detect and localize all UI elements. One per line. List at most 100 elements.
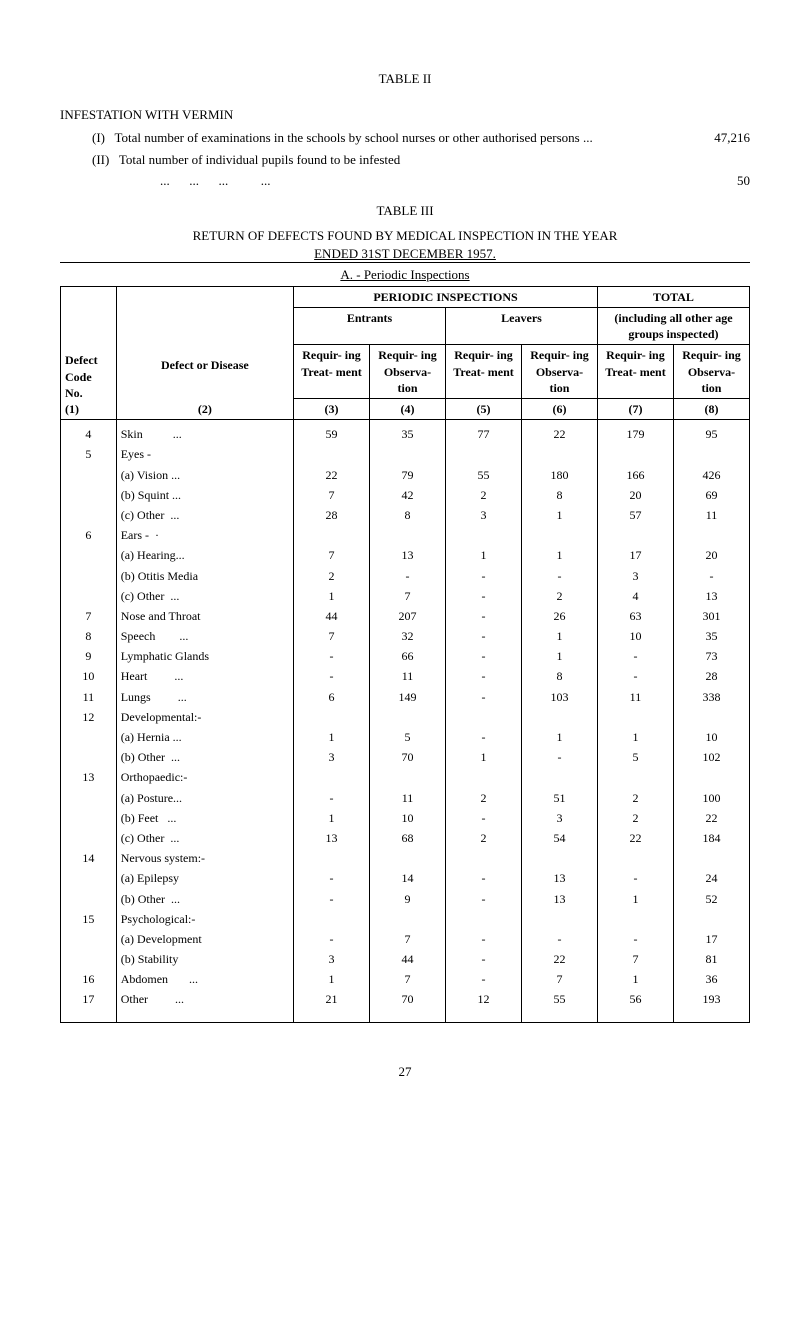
cell-c3: [294, 525, 370, 545]
item-ii-dots-row: ... ... ... ... 50: [60, 172, 750, 190]
cell-c7: [597, 525, 673, 545]
cell-c8: 28: [673, 666, 749, 686]
hdr-n8: (8): [673, 399, 749, 420]
cell-c7: 179: [597, 420, 673, 445]
hdr-c6: Requir- ingObserva- tion: [521, 345, 597, 399]
cell-c6: [521, 909, 597, 929]
cell-c5: -: [446, 586, 522, 606]
cell-c4: -: [370, 566, 446, 586]
cell-c4: 207: [370, 606, 446, 626]
cell-c6: -: [521, 566, 597, 586]
cell-c7: 63: [597, 606, 673, 626]
table-row: (a) Posture...-112512100: [61, 788, 750, 808]
cell-code: [61, 566, 117, 586]
cell-c6: [521, 444, 597, 464]
cell-code: 8: [61, 626, 117, 646]
cell-c7: 10: [597, 626, 673, 646]
cell-c5: 77: [446, 420, 522, 445]
cell-defect: (b) Stability: [116, 949, 293, 969]
table-row: (b) Otitis Media2---3-: [61, 566, 750, 586]
cell-c7: -: [597, 868, 673, 888]
cell-c7: 166: [597, 465, 673, 485]
cell-code: [61, 868, 117, 888]
cell-c7: [597, 909, 673, 929]
cell-defect: (a) Hernia ...: [116, 727, 293, 747]
cell-c3: 7: [294, 626, 370, 646]
hdr-c8: Requir- ingObserva- tion: [673, 345, 749, 399]
cell-defect: Nervous system:-: [116, 848, 293, 868]
cell-c5: 1: [446, 545, 522, 565]
item-ii-label: (II): [92, 152, 109, 167]
cell-defect: (a) Development: [116, 929, 293, 949]
cell-c5: 3: [446, 505, 522, 525]
infestation-heading: INFESTATION WITH VERMIN: [60, 106, 750, 124]
cell-c8: 69: [673, 485, 749, 505]
cell-defect: (b) Other ...: [116, 747, 293, 767]
cell-c8: 95: [673, 420, 749, 445]
divider: [60, 262, 750, 263]
table-row: 11Lungs ...6149-10311338: [61, 687, 750, 707]
cell-code: [61, 727, 117, 747]
cell-c3: 3: [294, 949, 370, 969]
table-row: (c) Other ...17-2413: [61, 586, 750, 606]
item-ii-dots: ... ... ... ...: [160, 172, 670, 190]
cell-c8: 24: [673, 868, 749, 888]
cell-c7: 1: [597, 889, 673, 909]
hdr-c3: Requir- ingTreat- ment: [294, 345, 370, 399]
cell-defect: Lungs ...: [116, 687, 293, 707]
table-row: 14Nervous system:-: [61, 848, 750, 868]
cell-defect: Orthopaedic:-: [116, 767, 293, 787]
cell-defect: (a) Epilepsy: [116, 868, 293, 888]
cell-c8: [673, 444, 749, 464]
defects-table: Defect Code No. (1) Defect or Disease (2…: [60, 286, 750, 1023]
cell-c5: [446, 707, 522, 727]
cell-c7: 3: [597, 566, 673, 586]
cell-c3: [294, 444, 370, 464]
return-heading-line2: ENDED 31ST DECEMBER 1957.: [60, 245, 750, 263]
cell-c6: 1: [521, 505, 597, 525]
cell-code: [61, 586, 117, 606]
hdr-n7: (7): [597, 399, 673, 420]
cell-c7: 20: [597, 485, 673, 505]
table-body: 4Skin ...59357722179955Eyes -(a) Vision …: [61, 420, 750, 1022]
item-i-label: (I): [92, 130, 105, 145]
table-row: (b) Stability344-22781: [61, 949, 750, 969]
hdr-c4: Requir- ingObserva- tion: [370, 345, 446, 399]
table-row: (a) Vision ...227955180166426: [61, 465, 750, 485]
cell-defect: (b) Otitis Media: [116, 566, 293, 586]
hdr-defect-code: Defect Code No. (1): [61, 286, 117, 419]
cell-code: [61, 929, 117, 949]
hdr-including: (including all other age groups inspecte…: [597, 308, 749, 345]
table-row: 16Abdomen ...17-7136: [61, 969, 750, 989]
cell-c5: -: [446, 889, 522, 909]
cell-c7: 2: [597, 808, 673, 828]
item-ii: (II) Total number of individual pupils f…: [80, 151, 750, 169]
cell-c4: 10: [370, 808, 446, 828]
cell-c6: [521, 848, 597, 868]
cell-c3: 21: [294, 989, 370, 1022]
cell-c7: [597, 707, 673, 727]
cell-c3: 13: [294, 828, 370, 848]
cell-c3: -: [294, 788, 370, 808]
cell-c6: 103: [521, 687, 597, 707]
table-row: 8Speech ...732-11035: [61, 626, 750, 646]
cell-c8: [673, 848, 749, 868]
cell-c4: [370, 909, 446, 929]
cell-c4: [370, 848, 446, 868]
table-row: 10Heart ...-11-8-28: [61, 666, 750, 686]
cell-c6: 51: [521, 788, 597, 808]
cell-defect: (c) Other ...: [116, 586, 293, 606]
cell-c8: [673, 909, 749, 929]
cell-c5: [446, 767, 522, 787]
cell-c4: 35: [370, 420, 446, 445]
table-row: 5Eyes -: [61, 444, 750, 464]
cell-c4: 11: [370, 666, 446, 686]
cell-code: 16: [61, 969, 117, 989]
cell-c3: -: [294, 646, 370, 666]
cell-defect: (b) Feet ...: [116, 808, 293, 828]
cell-defect: Lymphatic Glands: [116, 646, 293, 666]
cell-c4: 70: [370, 747, 446, 767]
cell-c3: 59: [294, 420, 370, 445]
hdr-periodic: PERIODIC INSPECTIONS: [294, 286, 598, 307]
cell-code: 13: [61, 767, 117, 787]
